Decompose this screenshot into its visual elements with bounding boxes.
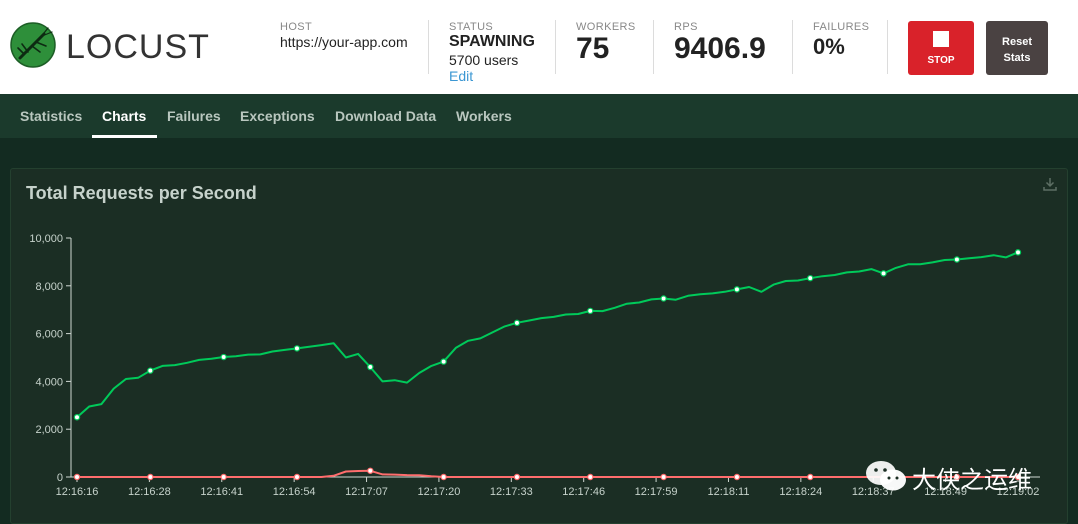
divider [887,20,888,74]
locust-logo-icon [10,22,56,68]
wechat-icon [866,461,906,491]
divider [653,20,654,74]
nav-bar: Statistics Charts Failures Exceptions Do… [0,94,1078,138]
tab-exceptions[interactable]: Exceptions [240,108,315,124]
edit-link[interactable]: Edit [449,68,474,84]
chart-title: Total Requests per Second [26,183,257,203]
host-label: HOST [280,21,313,33]
download-icon[interactable] [1042,176,1058,192]
failures-value: 0% [813,34,845,59]
tab-workers[interactable]: Workers [456,108,512,124]
rps-value: 9406.9 [674,32,766,65]
failures-label: FAILURES [813,21,870,33]
active-tab-indicator [92,135,157,138]
status-value: SPAWNING [449,33,535,50]
host-value: https://your-app.com [280,34,408,50]
watermark-text: 大侠之运维 [912,466,1032,494]
reset-stats-button[interactable]: Reset Stats [986,21,1048,75]
app-logo-text: LOCUST [66,28,210,66]
status-label: STATUS [449,21,494,33]
top-header: LOCUST HOST https://your-app.com STATUS … [0,0,1078,94]
divider [555,20,556,74]
tab-download-data[interactable]: Download Data [335,108,437,124]
tab-failures[interactable]: Failures [167,108,221,124]
user-count: 5700 users [449,52,519,68]
stop-button[interactable]: STOP [908,21,974,75]
chart-panel [10,168,1068,524]
reset-stats-label: Reset Stats [1002,36,1032,64]
divider [792,20,793,74]
rps-label: RPS [674,21,698,33]
tab-charts[interactable]: Charts [102,108,147,124]
workers-label: WORKERS [576,21,636,33]
stop-square-icon [933,31,949,47]
workers-value: 75 [576,32,610,65]
divider [428,20,429,74]
tab-statistics[interactable]: Statistics [20,108,83,124]
stop-label: STOP [927,55,955,66]
